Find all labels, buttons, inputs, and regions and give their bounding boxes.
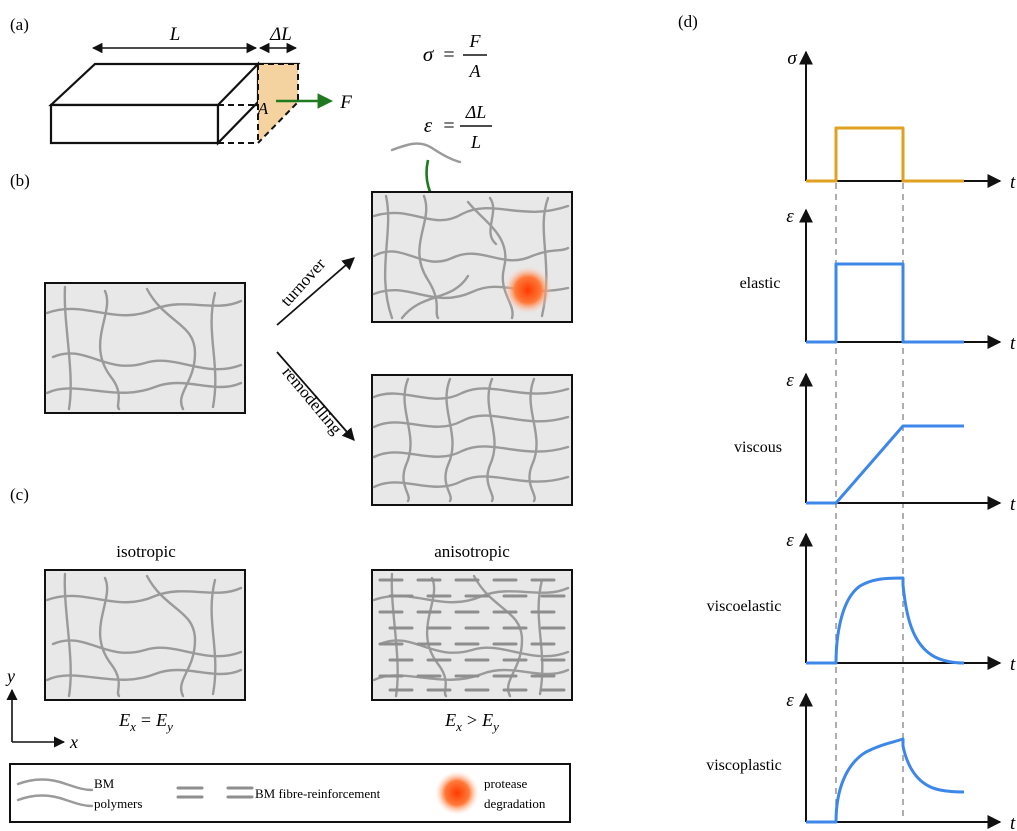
matrix-turnover <box>371 191 573 323</box>
strain-axis-label-4: ε <box>786 690 794 711</box>
viscoplastic-plot: ε t viscoplastic <box>706 690 1016 831</box>
viscous-plot: ε t viscous <box>734 370 1016 515</box>
delta-length-label: ΔL <box>269 24 292 45</box>
turnover-arrow <box>276 257 355 326</box>
viscoplastic-label: viscoplastic <box>706 757 782 774</box>
panel-label-b: (b) <box>10 171 30 190</box>
force-label: F <box>339 92 352 113</box>
isotropic-relation: Ex = Ey <box>118 710 173 734</box>
viscoelastic-label: viscoelastic <box>707 598 782 615</box>
cross-section-area <box>258 64 298 143</box>
legend-polymers-line1: BM <box>94 776 115 791</box>
legend-polymers-line2: polymers <box>94 796 142 811</box>
time-label-4: t <box>1010 813 1016 831</box>
creep-response-panel: σ t ε t elastic ε t viscous ε t <box>706 48 1016 831</box>
legend-protease-swatch <box>435 771 479 815</box>
time-label-0: t <box>1010 172 1016 193</box>
tension-bar <box>48 61 301 146</box>
remodelling-label: remodelling <box>279 363 347 439</box>
matrix-remodelled <box>371 374 573 506</box>
time-label-1: t <box>1010 333 1016 354</box>
protease-site <box>504 266 552 314</box>
anisotropic-relation: Ex > Ey <box>444 710 499 734</box>
remodelling-arrow <box>276 351 355 441</box>
panel-label-a: (a) <box>10 15 29 34</box>
time-label-2: t <box>1010 494 1016 515</box>
strain-axis-label-3: ε <box>786 530 794 551</box>
panel-label-c: (c) <box>10 485 29 504</box>
matrix-anisotropic <box>371 569 573 701</box>
stress-denominator: A <box>469 61 482 81</box>
strain-denominator: L <box>470 132 481 152</box>
viscoelastic-strain-curve <box>806 576 965 665</box>
elastic-strain-curve <box>806 262 964 344</box>
strain-symbol: ε <box>424 113 433 137</box>
strain-axis-label-1: ε <box>786 206 794 227</box>
legend-polymer-swatch <box>16 778 94 792</box>
legend-protease-line1: protease <box>484 776 528 791</box>
viscoelastic-plot: ε t viscoelastic <box>707 530 1016 675</box>
strain-equals: = <box>443 115 454 137</box>
legend-reinforcement-swatch <box>176 786 254 799</box>
legend-reinforcement-label: BM fibre-reinforcement <box>255 786 381 801</box>
x-axis-label: x <box>69 732 78 752</box>
anisotropic-label: anisotropic <box>434 542 510 561</box>
elastic-plot: ε t elastic <box>740 206 1016 354</box>
area-label: A <box>257 99 269 118</box>
reinforcement-dashes <box>378 578 566 692</box>
time-label-3: t <box>1010 654 1016 675</box>
stress-numerator: F <box>469 31 482 51</box>
viscous-strain-curve <box>806 424 964 505</box>
panel-label-d: (d) <box>678 12 698 31</box>
y-axis-label: y <box>5 666 15 686</box>
strain-axis-label-2: ε <box>786 370 794 391</box>
length-label: L <box>169 24 181 45</box>
incoming-polymer <box>390 142 462 164</box>
strain-numerator: ΔL <box>465 102 487 122</box>
stress-axis-label: σ <box>787 48 797 69</box>
legend: BM polymers BM fibre-reinforcement prote… <box>9 763 571 823</box>
stress-plot: σ t <box>787 48 1016 193</box>
viscous-label: viscous <box>734 439 782 456</box>
viscoplastic-strain-curve <box>806 737 965 824</box>
legend-protease-line2: degradation <box>484 796 546 811</box>
matrix-isotropic <box>44 569 246 701</box>
stress-symbol: σ <box>423 42 435 66</box>
matrix-original <box>44 282 246 414</box>
stress-equals: = <box>443 44 454 66</box>
elastic-label: elastic <box>740 275 781 292</box>
stress-signal <box>806 126 964 183</box>
isotropic-label: isotropic <box>116 542 176 561</box>
